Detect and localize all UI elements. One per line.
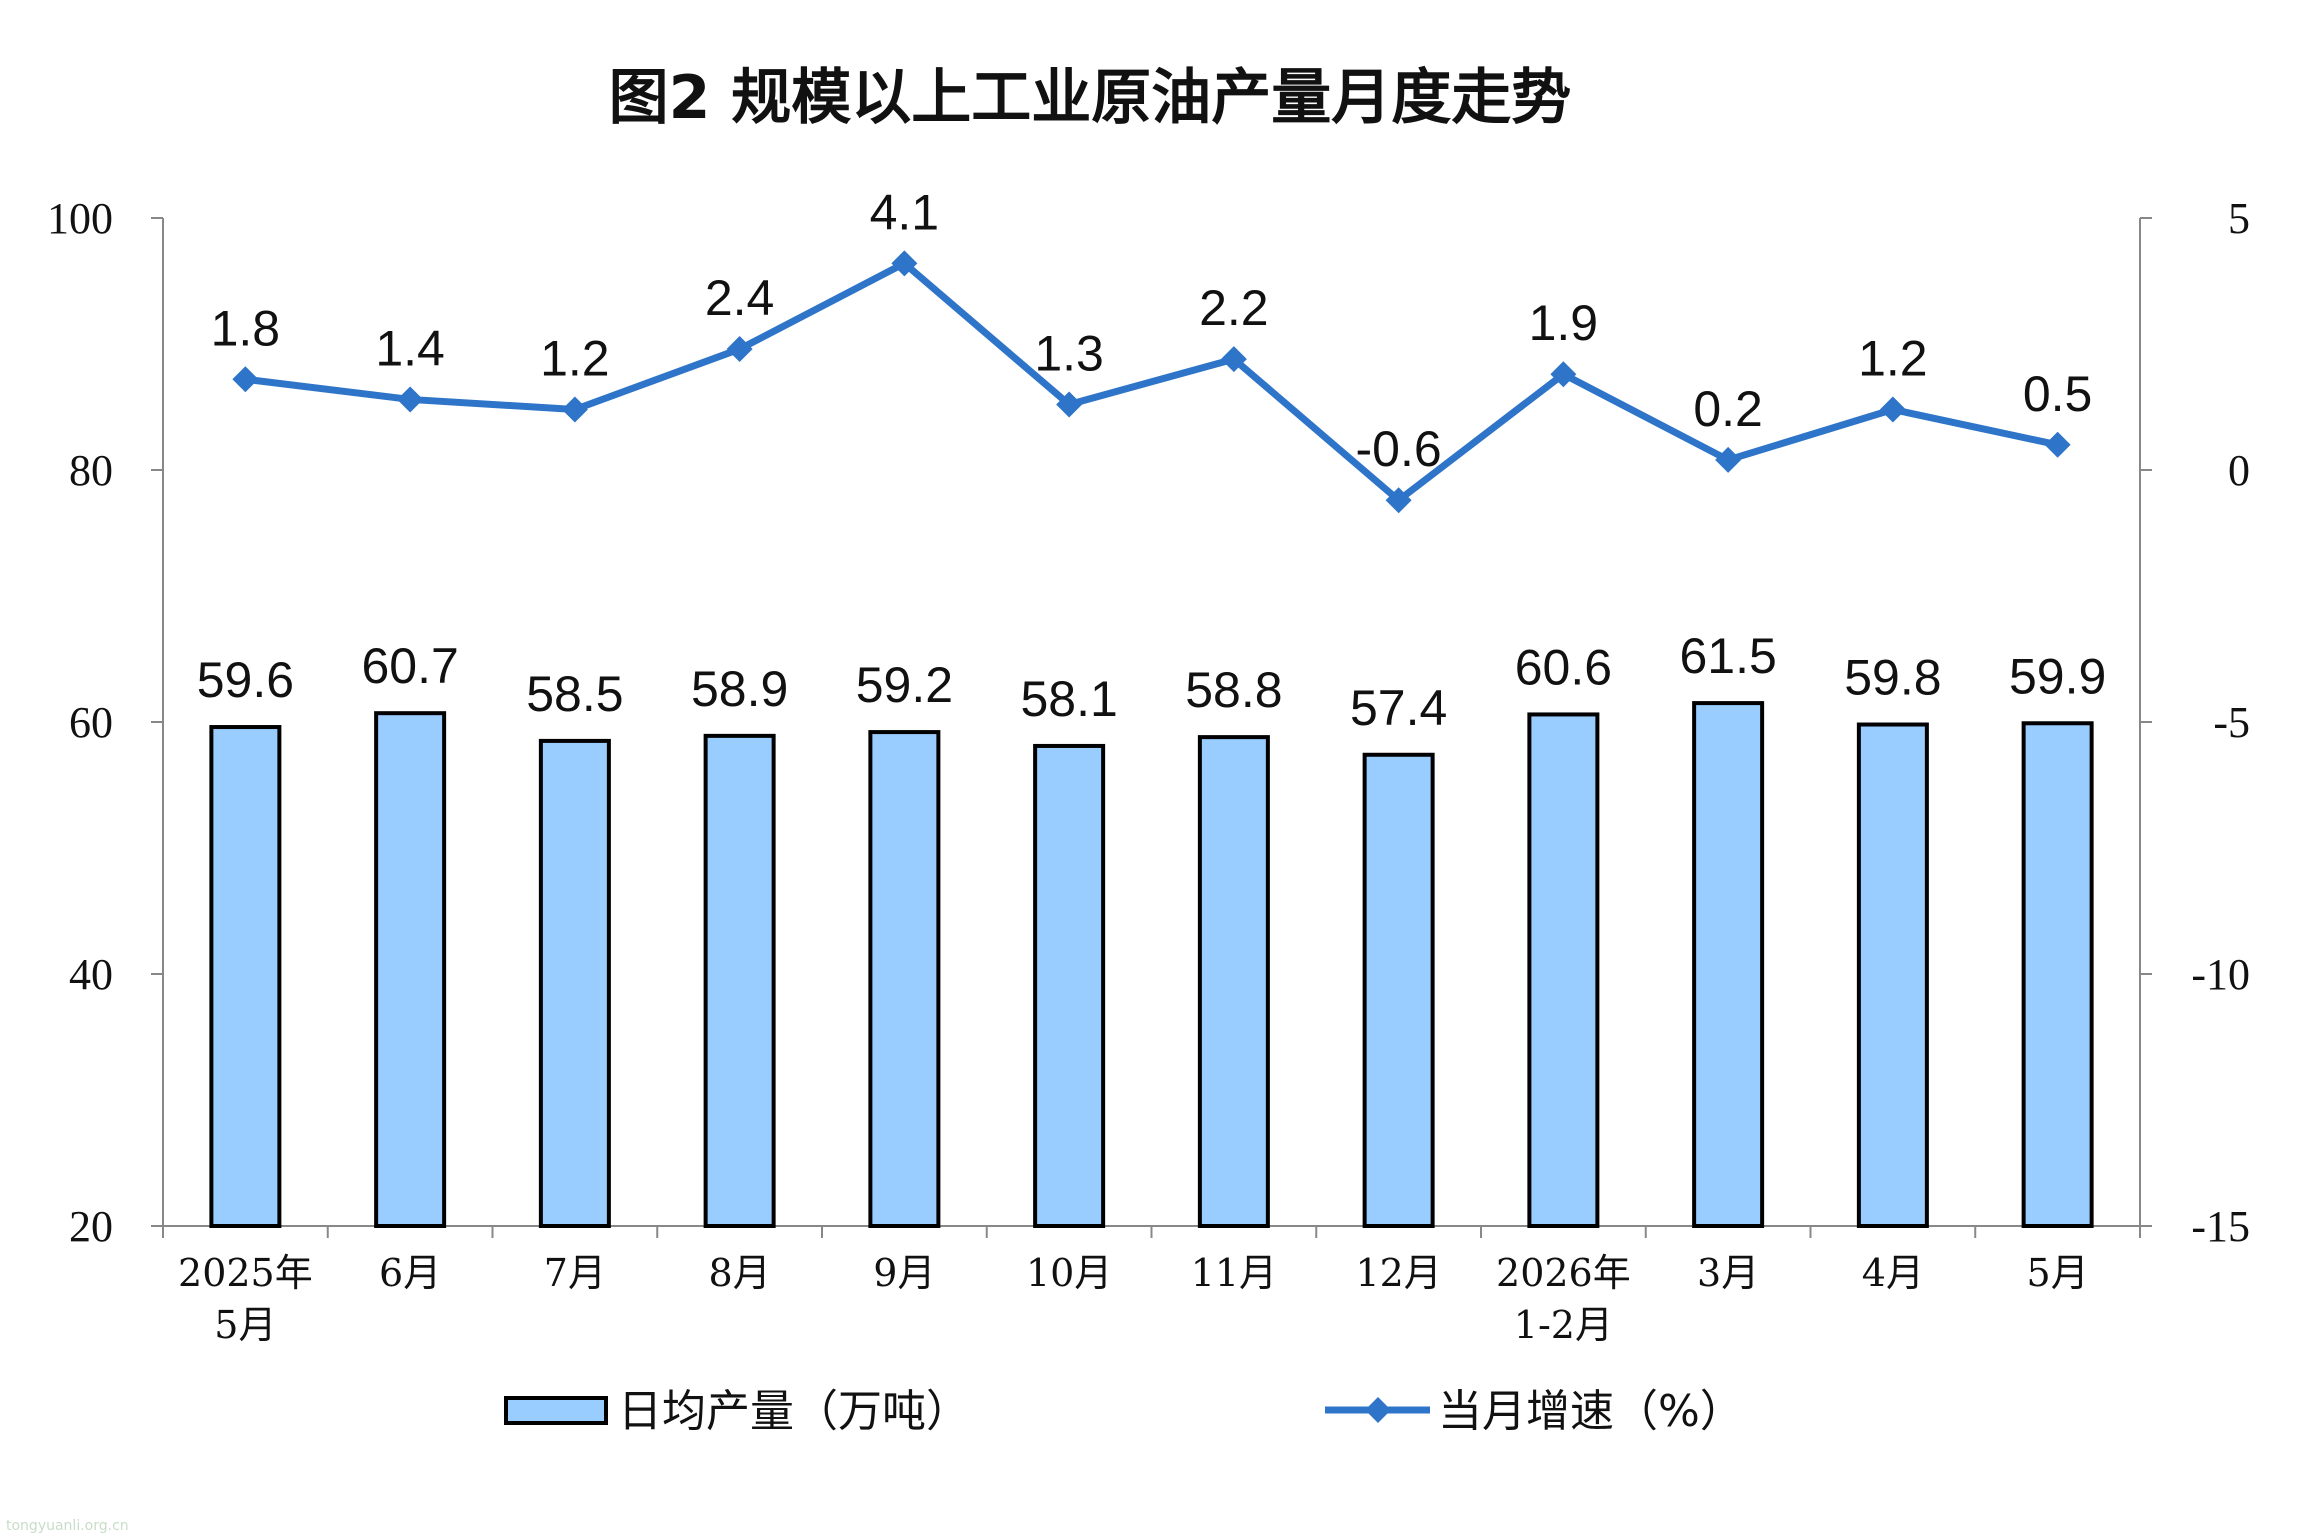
bar: [374, 711, 447, 1228]
legend-bar-label: 日均产量（万吨）: [618, 1386, 970, 1437]
right-tick-label: 5: [2228, 194, 2250, 243]
line-data-label: 4.1: [870, 184, 940, 240]
line-point-marker: [1550, 361, 1577, 388]
bar: [703, 733, 776, 1228]
bar-data-label: 58.1: [1020, 671, 1117, 727]
left-tick-label: 40: [69, 950, 113, 999]
chart-title: 图2 规模以上工业原油产量月度走势: [609, 63, 1572, 133]
line-point-marker: [891, 250, 918, 277]
x-tick-label: 2026年: [1496, 1251, 1631, 1295]
line-point-marker: [1220, 346, 1247, 373]
bar: [868, 730, 941, 1229]
right-tick-label: -10: [2191, 950, 2250, 999]
bar-series: 59.6 60.7 58.5 58.9 59.2 58.1 58.8 57.4 60.6 61.5…: [197, 628, 2106, 1229]
x-tick-label: 3月: [1697, 1251, 1759, 1295]
left-tick-label: 20: [69, 1202, 113, 1251]
legend-line-marker: [1365, 1397, 1391, 1423]
left-tick-label: 60: [69, 698, 113, 747]
bar: [538, 738, 611, 1229]
bar-data-label: 60.6: [1515, 639, 1612, 695]
line-data-label: 2.4: [705, 270, 775, 326]
x-tick-label: 2025年: [178, 1251, 313, 1295]
line-point-marker: [1715, 446, 1742, 473]
legend-bar-swatch: [504, 1396, 608, 1425]
bar-data-label: 58.9: [691, 661, 788, 717]
bar: [1197, 735, 1270, 1228]
bar: [2021, 721, 2094, 1228]
line-data-label: 1.4: [375, 320, 445, 376]
x-tick-label: 1-2月: [1514, 1303, 1613, 1347]
x-tick-label: 9月: [873, 1251, 935, 1295]
line-point-marker: [2044, 431, 2071, 458]
watermark: tongyuanli.org.cn: [6, 1518, 129, 1534]
line-data-label: 1.9: [1529, 295, 1599, 351]
line-point-marker: [1385, 487, 1412, 514]
line-data-label: 1.8: [211, 300, 281, 356]
bar-data-label: 60.7: [361, 638, 458, 694]
line-point-marker: [1879, 396, 1906, 423]
bar-data-label: 58.8: [1185, 662, 1282, 718]
line-point-marker: [397, 386, 424, 413]
bar-data-label: 58.5: [526, 666, 623, 722]
growth-line: [244, 259, 2059, 504]
bar-data-label: 59.9: [2009, 648, 2106, 704]
x-tick-label: 12月: [1355, 1251, 1441, 1295]
x-tick-label: 8月: [709, 1251, 771, 1295]
line-point-marker: [1056, 391, 1083, 418]
line-point-marker: [232, 366, 259, 393]
bar: [1033, 743, 1106, 1228]
right-tick-label: -5: [2213, 698, 2250, 747]
bar-data-label: 57.4: [1350, 680, 1447, 736]
right-tick-label: 0: [2228, 446, 2250, 495]
left-tick-label: 80: [69, 446, 113, 495]
bar: [1527, 712, 1600, 1228]
line-data-label: 2.2: [1199, 280, 1269, 336]
line-point-marker: [726, 336, 753, 363]
bar: [209, 725, 282, 1228]
line-series: 1.8 1.4 1.2 2.4 4.1 1.3 2.2 -0.6 1.9 0.2 1.2 0.5: [211, 184, 2093, 514]
bar: [1692, 701, 1765, 1228]
x-tick-label: 7月: [544, 1251, 606, 1295]
x-tick-label: 5月: [214, 1303, 276, 1347]
line-data-label: 1.3: [1034, 325, 1104, 381]
line-data-label: -0.6: [1356, 421, 1442, 477]
line-data-label: 1.2: [540, 331, 610, 387]
x-tick-label: 5月: [2027, 1251, 2089, 1295]
x-tick-label: 11月: [1191, 1251, 1277, 1295]
bar-data-label: 61.5: [1679, 628, 1776, 684]
x-tick-label: 10月: [1026, 1251, 1112, 1295]
bar-data-label: 59.6: [197, 652, 294, 708]
x-tick-label: 4月: [1862, 1251, 1924, 1295]
bar: [1856, 722, 1929, 1229]
x-axis-labels: 2025年 5月 6月 7月 8月 9月 10月 11月 12月 2026年 1-2月 3月 4月 5月: [178, 1251, 2089, 1347]
line-data-label: 0.2: [1693, 381, 1763, 437]
left-tick-label: 100: [47, 194, 113, 243]
right-tick-label: -15: [2191, 1202, 2250, 1251]
line-data-label: 1.2: [1858, 331, 1928, 387]
x-tick-label: 6月: [379, 1251, 441, 1295]
bar-data-label: 59.8: [1844, 650, 1941, 706]
line-data-label: 0.5: [2023, 366, 2093, 422]
line-point-marker: [561, 396, 588, 423]
legend-line-label: 当月增速（%）: [1438, 1386, 1744, 1437]
bar-data-label: 59.2: [856, 657, 953, 713]
legend: 日均产量（万吨） 当月增速（%）: [504, 1386, 1744, 1437]
bar: [1362, 752, 1435, 1228]
axes: 20 40 60 80 100 -15 -10 -5 0 5: [47, 194, 2250, 1251]
